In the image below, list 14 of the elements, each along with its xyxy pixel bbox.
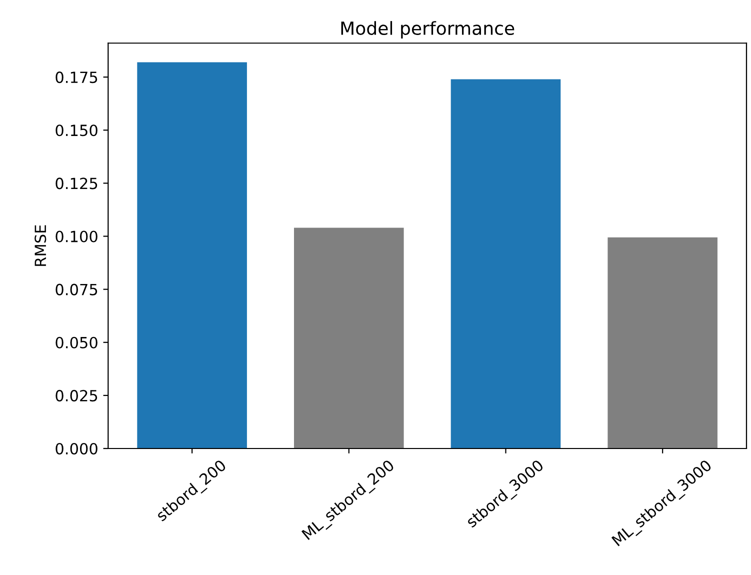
y-tick-label: 0.150: [56, 124, 98, 136]
bar: [450, 79, 561, 448]
y-tick-label: 0.125: [56, 178, 98, 190]
y-tick-label: 0.100: [56, 230, 98, 242]
y-tick-label: 0.050: [56, 336, 98, 348]
y-tick-label: 0.075: [56, 284, 98, 296]
bar: [137, 62, 247, 448]
y-axis-title: RMSE: [34, 225, 46, 266]
y-tick-label: 0.175: [56, 72, 98, 84]
bar: [608, 237, 718, 448]
chart-title: Model performance: [341, 21, 514, 39]
y-tick-label: 0.000: [56, 442, 98, 455]
y-tick-label: 0.025: [56, 390, 98, 402]
bar: [294, 228, 404, 448]
